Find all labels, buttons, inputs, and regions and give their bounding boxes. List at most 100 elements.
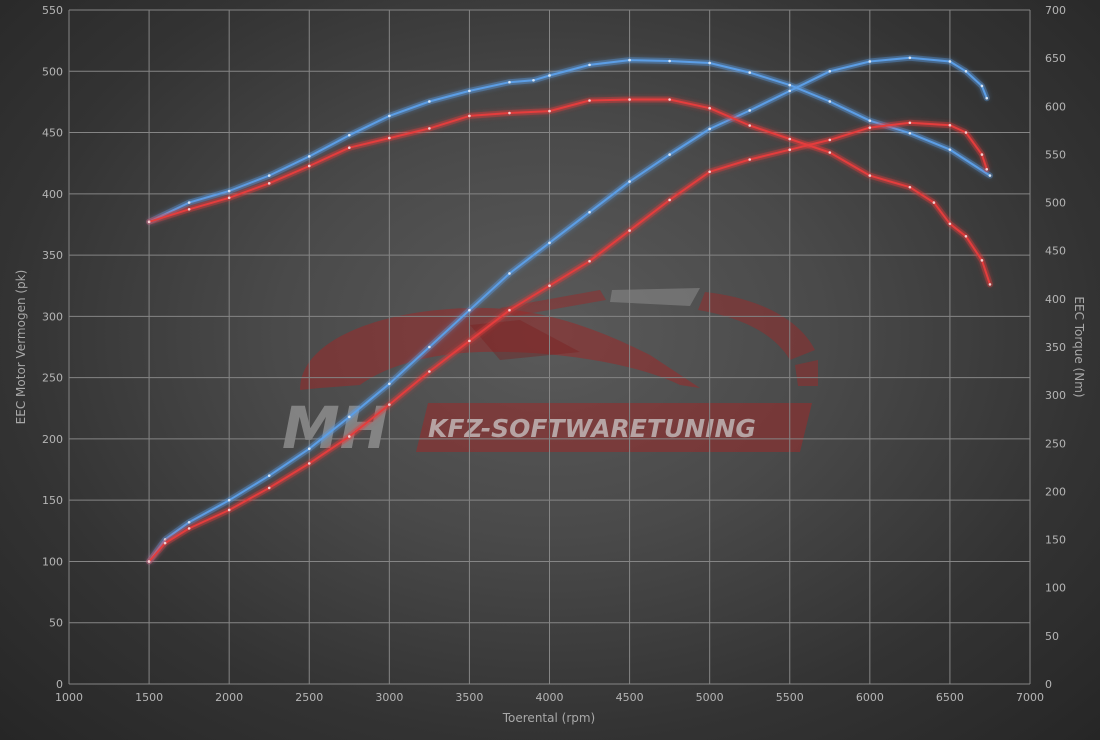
y-tick-label: 550 [42, 4, 63, 17]
data-point [227, 508, 231, 512]
y2-tick-label: 250 [1045, 437, 1066, 450]
y-tick-label: 250 [42, 372, 63, 385]
watermark-arc-3 [698, 292, 815, 360]
data-point [668, 59, 671, 63]
data-point [668, 98, 671, 101]
data-point [988, 174, 992, 177]
y2-tick-label: 200 [1045, 485, 1066, 498]
data-point [548, 109, 551, 113]
data-point [267, 174, 271, 177]
x-tick-label: 1000 [55, 691, 83, 704]
data-point [748, 124, 752, 127]
data-point [307, 462, 311, 465]
data-point [980, 153, 984, 156]
x-tick-label: 4500 [616, 691, 644, 704]
data-point [908, 121, 912, 125]
y2-tick-label: 0 [1045, 678, 1052, 691]
data-point [508, 80, 511, 84]
data-point [347, 133, 351, 137]
y-tick-label: 150 [42, 494, 63, 507]
data-point [868, 60, 872, 63]
x-tick-label: 5500 [776, 691, 804, 704]
data-point [347, 435, 351, 438]
data-point [932, 201, 936, 204]
data-point [548, 241, 551, 245]
data-point [227, 498, 231, 502]
watermark-company-name: KFZ-SOFTWARETUNING [428, 414, 756, 443]
data-point [985, 168, 989, 171]
data-point [828, 151, 832, 154]
y2-tick-label: 550 [1045, 148, 1066, 161]
watermark-arc-2 [610, 288, 700, 306]
series-line [148, 59, 991, 223]
y2-tick-label: 300 [1045, 389, 1066, 402]
chart-grid [68, 9, 1031, 685]
series-blue-left [146, 54, 990, 565]
data-point [988, 283, 992, 286]
y-tick-label: 400 [42, 188, 63, 201]
data-point [948, 60, 952, 63]
data-point [147, 560, 151, 563]
data-point [307, 447, 311, 451]
x-tick-label: 3000 [375, 691, 403, 704]
y-tick-label: 50 [49, 617, 63, 630]
data-point [187, 208, 191, 211]
data-point [468, 114, 471, 118]
series-blue-right [146, 57, 993, 225]
data-point [964, 234, 968, 238]
data-point [267, 486, 271, 490]
y2-tick-label: 700 [1045, 4, 1066, 17]
series-line-glow [146, 57, 993, 225]
data-point [948, 148, 952, 151]
watermark-car-roof [470, 320, 580, 360]
x-tick-label: 2500 [295, 691, 323, 704]
y2-tick-label: 600 [1045, 100, 1066, 113]
data-point [668, 153, 671, 156]
y-tick-label: 350 [42, 249, 63, 262]
y2-tick-label: 50 [1045, 630, 1059, 643]
data-point [788, 137, 792, 141]
watermark-arc-4 [795, 360, 818, 386]
watermark-car-silhouette [300, 307, 700, 390]
data-point [628, 180, 631, 183]
y2-tick-label: 100 [1045, 582, 1066, 595]
data-point [347, 415, 351, 419]
data-point [388, 114, 391, 118]
data-point [708, 127, 711, 131]
x-tick-label: 2000 [215, 691, 243, 704]
data-point [788, 89, 792, 93]
data-point [227, 196, 231, 200]
data-point [267, 182, 271, 185]
series-red-left [146, 119, 990, 565]
data-point [468, 339, 471, 343]
y2-tick-label: 650 [1045, 52, 1066, 65]
x-tick-label: 5000 [696, 691, 724, 704]
watermark-arc-1 [500, 290, 606, 316]
data-point [828, 69, 832, 73]
chart-series [146, 54, 993, 565]
data-point [588, 99, 591, 102]
x-tick-label: 6000 [856, 691, 884, 704]
data-point [948, 123, 952, 127]
data-point [588, 63, 591, 67]
data-point [828, 138, 832, 142]
data-point [708, 106, 711, 110]
data-point [588, 259, 591, 263]
data-point [868, 174, 872, 177]
axis-ticks: 1000 1500 2000 2500 3000 3500 4000 4500 5000 5500… [42, 4, 1066, 704]
data-point [908, 56, 912, 60]
y2-tick-label: 450 [1045, 245, 1066, 258]
y-tick-label: 450 [42, 127, 63, 140]
data-point [868, 126, 872, 129]
data-point [980, 259, 984, 262]
y-tick-label: 300 [42, 310, 63, 323]
y-tick-label: 500 [42, 65, 63, 78]
x-tick-label: 7000 [1016, 691, 1044, 704]
x-tick-label: 6500 [936, 691, 964, 704]
data-point [628, 229, 631, 232]
data-point [708, 170, 711, 174]
data-point [628, 58, 631, 62]
data-point [748, 158, 752, 161]
y2-tick-label: 500 [1045, 197, 1066, 210]
